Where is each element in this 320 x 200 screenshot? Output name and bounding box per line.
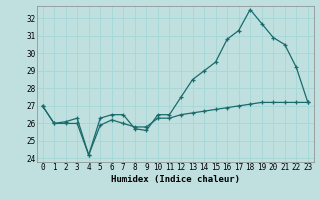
X-axis label: Humidex (Indice chaleur): Humidex (Indice chaleur) — [111, 175, 240, 184]
